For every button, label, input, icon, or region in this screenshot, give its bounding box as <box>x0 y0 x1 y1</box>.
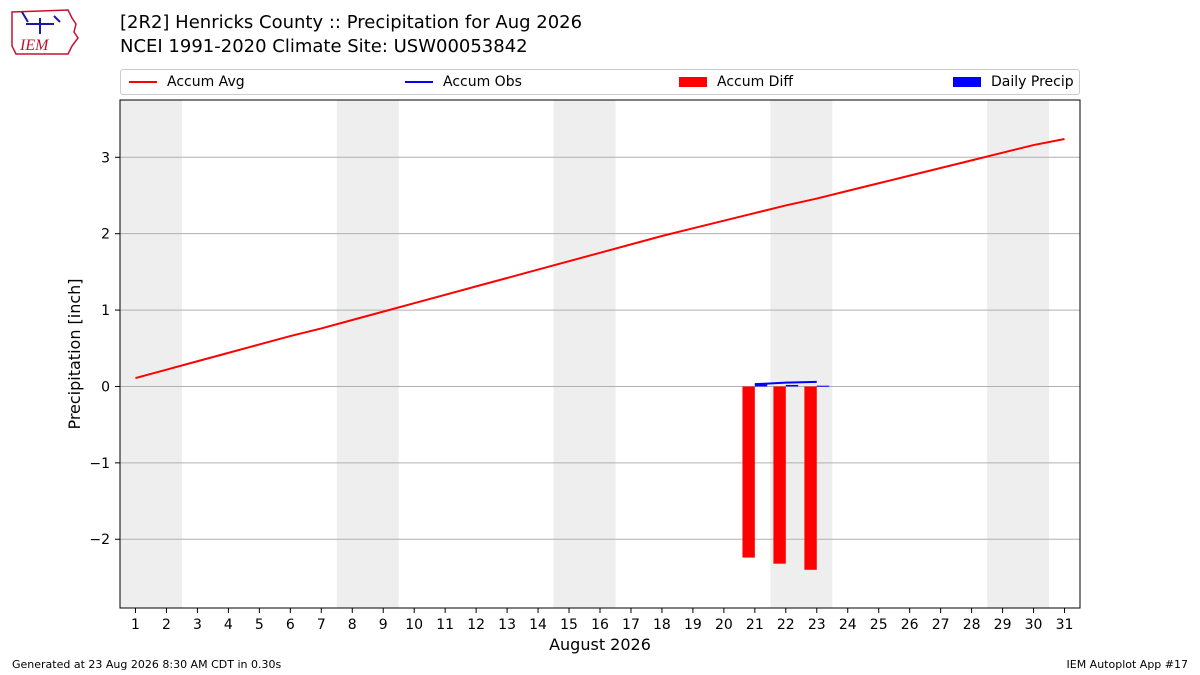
y-tick-label: 3 <box>101 150 110 166</box>
chart-title: [2R2] Henricks County :: Precipitation f… <box>120 12 583 33</box>
x-tick-label: 13 <box>498 617 516 633</box>
x-tick-label: 28 <box>963 617 981 633</box>
x-tick-label: 18 <box>653 617 671 633</box>
x-tick-label: 22 <box>777 617 795 633</box>
accum-diff-bar <box>742 386 755 558</box>
legend-label-accum-obs: Accum Obs <box>443 74 522 90</box>
x-tick-label: 6 <box>286 617 295 633</box>
chart-legend: Accum Avg Accum Obs Accum Diff Daily Pre… <box>120 69 1080 95</box>
x-tick-label: 11 <box>436 617 454 633</box>
x-tick-label: 3 <box>193 617 202 633</box>
x-tick-label: 8 <box>348 617 357 633</box>
x-tick-label: 4 <box>224 617 233 633</box>
x-tick-label: 5 <box>255 617 264 633</box>
x-tick-label: 24 <box>839 617 857 633</box>
accum-avg-line <box>135 137 1065 380</box>
x-tick-label: 14 <box>529 617 547 633</box>
legend-label-accum-diff: Accum Diff <box>717 74 794 90</box>
x-tick-label: 31 <box>1056 617 1074 633</box>
y-axis-ticks: −2 −1 0 1 2 3 <box>89 150 120 548</box>
weekend-shading <box>120 100 1050 608</box>
x-tick-label: 1 <box>131 617 140 633</box>
legend-item-accum-diff: Accum Diff <box>679 70 793 94</box>
weekend-span <box>553 100 616 608</box>
legend-swatch-daily-precip <box>953 77 981 87</box>
legend-item-daily-precip: Daily Precip <box>953 70 1074 94</box>
x-tick-label: 25 <box>870 617 888 633</box>
bars <box>742 384 830 570</box>
footer-generated-text: Generated at 23 Aug 2026 8:30 AM CDT in … <box>12 658 282 671</box>
x-tick-label: 9 <box>379 617 388 633</box>
iowa-state-outline-icon <box>11 9 79 55</box>
daily-precip-bar <box>754 384 768 387</box>
x-tick-label: 26 <box>901 617 919 633</box>
iem-logo: IEM <box>11 9 79 55</box>
y-tick-label: −2 <box>89 532 110 548</box>
y-tick-label: 1 <box>101 303 110 319</box>
weekend-span <box>336 100 399 608</box>
legend-item-accum-avg: Accum Avg <box>129 70 245 94</box>
legend-label-daily-precip: Daily Precip <box>991 74 1074 90</box>
weekend-span <box>120 100 182 608</box>
x-tick-label: 20 <box>715 617 733 633</box>
legend-swatch-accum-obs <box>405 81 433 83</box>
x-tick-label: 10 <box>405 617 423 633</box>
x-tick-label: 19 <box>684 617 702 633</box>
y-tick-label: 0 <box>101 379 110 395</box>
legend-swatch-accum-avg <box>129 81 157 83</box>
x-axis-label: August 2026 <box>549 635 651 654</box>
lines <box>135 137 1065 386</box>
x-tick-label: 12 <box>467 617 485 633</box>
accum-obs-line <box>754 380 817 386</box>
x-tick-label: 23 <box>808 617 826 633</box>
y-tick-label: −1 <box>89 456 110 472</box>
y-axis-label: Precipitation [inch] <box>65 278 84 429</box>
chart-subtitle: NCEI 1991-2020 Climate Site: USW00053842 <box>120 36 528 57</box>
x-tick-label: 17 <box>622 617 640 633</box>
x-tick-label: 30 <box>1025 617 1043 633</box>
x-tick-label: 21 <box>746 617 764 633</box>
daily-precip-bar <box>816 385 830 387</box>
logo-text: IEM <box>19 37 50 54</box>
weather-vane-icon <box>21 11 61 34</box>
x-axis-ticks: 1 2 3 4 5 6 7 8 9 10 11 12 13 14 15 16 17 18 19 20 21 22 23 24 2… <box>131 608 1073 633</box>
x-tick-label: 27 <box>932 617 950 633</box>
gridlines <box>120 156 1080 540</box>
x-tick-label: 2 <box>162 617 171 633</box>
daily-precip-bar <box>785 384 799 387</box>
accum-diff-bar <box>773 386 786 564</box>
footer-app-text: IEM Autoplot App #17 <box>1066 658 1189 671</box>
accum-diff-bar <box>804 386 817 570</box>
x-tick-label: 29 <box>994 617 1012 633</box>
legend-item-accum-obs: Accum Obs <box>405 70 522 94</box>
x-tick-label: 7 <box>317 617 326 633</box>
y-tick-label: 2 <box>101 227 110 243</box>
x-tick-label: 16 <box>591 617 609 633</box>
weekend-span <box>987 100 1050 608</box>
x-tick-label: 15 <box>560 617 578 633</box>
legend-label-accum-avg: Accum Avg <box>167 74 245 90</box>
legend-swatch-accum-diff <box>679 77 707 87</box>
